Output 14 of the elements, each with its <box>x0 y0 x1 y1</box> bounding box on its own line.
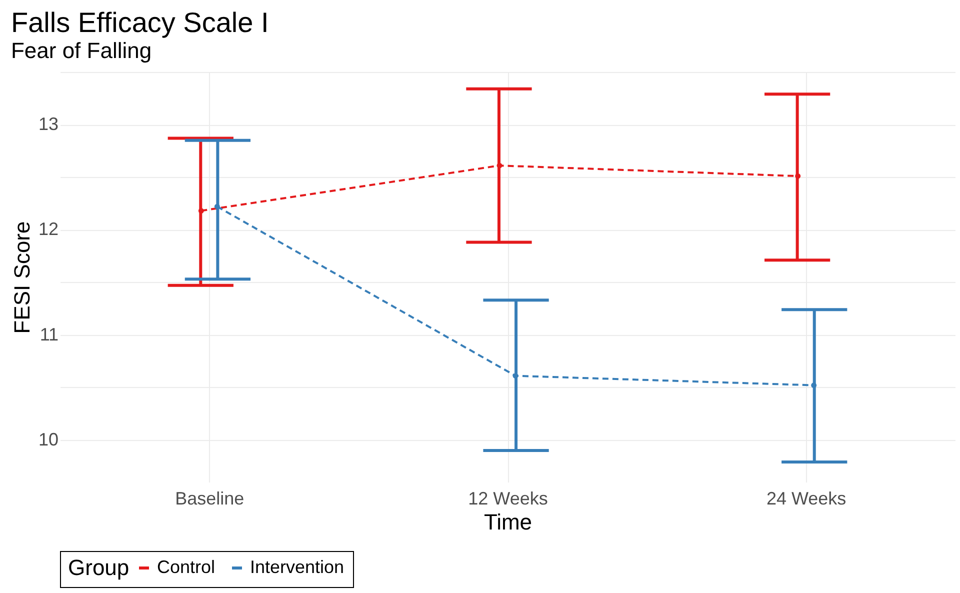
y-tick-label: 13 <box>38 114 58 134</box>
x-tick-label: Baseline <box>175 488 244 508</box>
x-tick-label: 24 Weeks <box>766 488 846 508</box>
y-axis-title: FESI Score <box>9 221 34 334</box>
chart-title: Falls Efficacy Scale I <box>10 7 269 38</box>
x-tick-label: 12 Weeks <box>468 488 548 508</box>
legend-title: Group <box>68 555 130 580</box>
legend-label: Intervention <box>250 557 344 577</box>
legend-label: Control <box>157 557 216 577</box>
y-tick-label: 10 <box>38 429 58 450</box>
y-tick-label: 11 <box>40 324 58 344</box>
y-tick-label: 12 <box>38 219 58 240</box>
chart-subtitle: Fear of Falling <box>10 38 152 63</box>
x-axis-title: Time <box>484 510 532 534</box>
